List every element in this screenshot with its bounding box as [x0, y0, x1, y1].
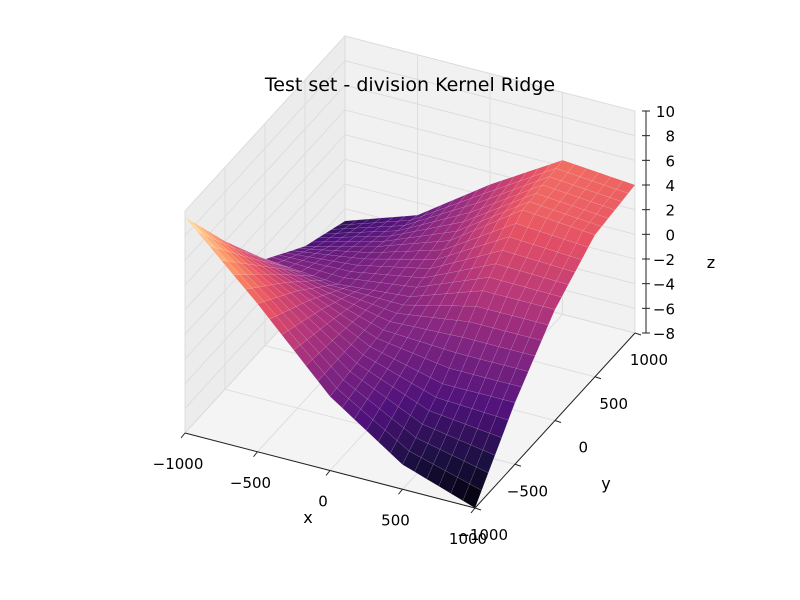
z-tick-label: 6 [665, 152, 675, 170]
z-tick-label: 4 [665, 177, 675, 195]
x-tick [180, 432, 186, 439]
y-tick-label: 0 [578, 439, 588, 457]
z-tick-label: −6 [653, 300, 675, 318]
surface-patch [496, 399, 516, 421]
surface-patch [462, 483, 482, 509]
y-tick-label: −1000 [457, 526, 508, 544]
surface-patch [482, 432, 502, 456]
axes: −1000−50005001000−1000−50005001000−8−6−4… [153, 103, 675, 548]
x-tick-label: −500 [230, 474, 271, 492]
surface-patch [516, 352, 536, 372]
surface-patch [489, 416, 509, 438]
z-tick-label: 10 [656, 103, 675, 121]
y-tick-label: 500 [599, 395, 628, 413]
z-tick-label: 2 [665, 202, 675, 220]
z-tick-label: 0 [665, 226, 675, 244]
z-tick-label: −4 [653, 276, 675, 294]
z-axis-label: z [707, 253, 715, 272]
x-tick-label: 500 [381, 511, 410, 529]
y-tick-label: 1000 [630, 351, 668, 369]
grid-line-z [184, 60, 636, 237]
x-tick [398, 488, 403, 495]
y-tick [514, 463, 522, 467]
chart-title: Test set - division Kernel Ridge [264, 74, 555, 96]
surface-patch [509, 368, 529, 388]
y-tick [594, 376, 602, 380]
surface [184, 159, 636, 509]
grid-line-z [184, 35, 636, 212]
surface-patch [549, 280, 569, 298]
surface-patch [589, 213, 609, 227]
z-tick-label: −8 [653, 325, 675, 343]
x-tick [253, 451, 258, 458]
surface-patch [569, 243, 589, 261]
x-tick-label: 0 [318, 493, 328, 511]
surface-patch [476, 449, 496, 474]
surface-patch [582, 222, 603, 236]
x-axis-label: x [303, 508, 312, 527]
y-tick-label: −500 [507, 482, 548, 500]
x-tick [325, 470, 331, 476]
surface-patch [609, 188, 629, 202]
grid-line-z [184, 84, 636, 261]
y-axis-label: y [601, 474, 610, 493]
grid-line-z [184, 109, 636, 286]
x-tick-label: −1000 [153, 455, 204, 473]
y-tick [634, 332, 642, 336]
x-tick-label: 1000 [449, 530, 487, 548]
y-tick [554, 420, 562, 423]
y-tick [474, 507, 482, 511]
x-tick [470, 507, 476, 514]
z-tick-label: 8 [665, 128, 675, 146]
z-tick-label: −2 [653, 251, 675, 269]
surface-patch [562, 255, 582, 273]
